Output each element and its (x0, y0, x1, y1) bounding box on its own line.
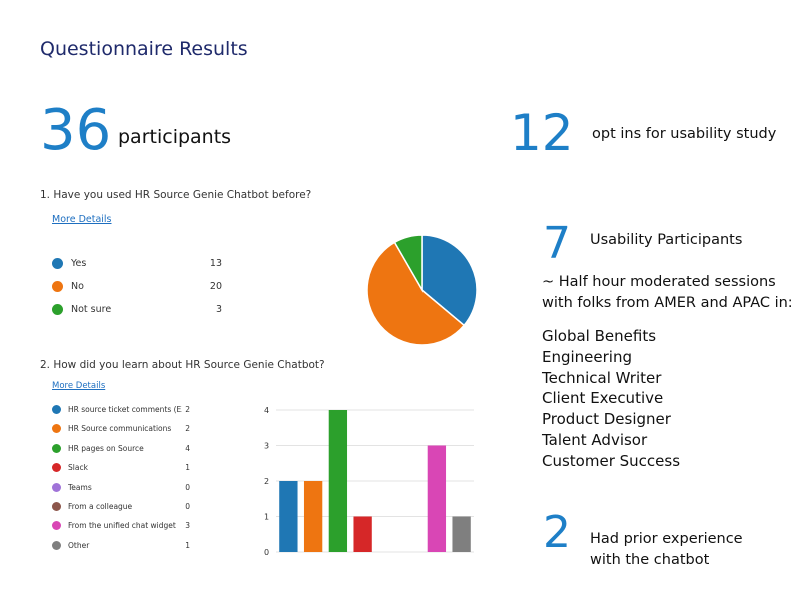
legend-value: 20 (209, 281, 222, 292)
role-item: Client Executive (542, 389, 664, 408)
question-2-title: 2. How did you learn about HR Source Gen… (40, 359, 325, 371)
legend-label: No (71, 281, 84, 292)
prior-line-1: Had prior experience (590, 531, 743, 547)
opt-ins-count: 12 (510, 104, 574, 162)
participants-count: 36 (40, 98, 112, 163)
q2-legend-item: Other 1 (52, 540, 190, 550)
legend-swatch (52, 463, 61, 473)
bar-6 (427, 445, 447, 552)
participants-label: participants (118, 126, 232, 148)
opt-ins-label: opt ins for usability study (592, 126, 777, 142)
legend-swatch (52, 540, 61, 550)
legend-swatch (52, 258, 63, 269)
legend-label: From the unified chat widget (68, 521, 176, 531)
bar-0 (279, 481, 298, 552)
legend-label: Other (68, 540, 90, 550)
legend-label: Not sure (71, 304, 112, 315)
legend-swatch (52, 521, 61, 531)
q1-legend-item: Yes 13 (52, 258, 222, 269)
legend-swatch (52, 424, 61, 434)
legend-value: 4 (185, 443, 190, 453)
roles-list: Global Benefits Engineering Technical Wr… (542, 326, 680, 472)
q2-legend-item: HR Source communications 2 (52, 424, 190, 434)
bar-1 (303, 481, 323, 552)
usability-count: 7 (543, 218, 571, 269)
y-tick-label: 2 (264, 477, 269, 486)
legend-swatch (52, 281, 63, 292)
q2-legend-item: HR pages on Source 4 (52, 443, 190, 453)
q2-bar-chart: 0 1 2 3 4 (264, 406, 474, 557)
q2-legend-item: Teams 0 (52, 482, 190, 492)
q2-legend-item: From a colleague 0 (52, 502, 190, 511)
legend-value: 3 (215, 304, 222, 315)
q2-legend-item: HR source ticket comments (EX: ...2 (52, 405, 190, 414)
legend-label: Yes (71, 258, 87, 269)
legend-label: HR pages on Source (68, 443, 144, 453)
legend-swatch (52, 482, 61, 492)
y-tick-label: 0 (264, 548, 269, 557)
pie-slice-yes (421, 234, 478, 327)
legend-label: Teams (68, 482, 92, 492)
bar-3 (353, 516, 372, 552)
q1-pie-chart (366, 234, 478, 346)
q1-more-details-link[interactable]: More Details (52, 214, 112, 225)
sessions-line-1: ~ Half hour moderated sessions (542, 274, 776, 290)
legend-label: HR Source communications (68, 424, 172, 434)
pie-slice-no (366, 241, 466, 346)
legend-label: HR source ticket comments (EX: ... (68, 405, 182, 414)
y-tick-label: 3 (264, 442, 269, 451)
legend-value: 1 (185, 463, 190, 473)
prior-line-2: with the chatbot (590, 552, 710, 568)
legend-value: 1 (185, 540, 190, 550)
legend-label: Slack (68, 463, 88, 473)
legend-swatch (52, 443, 61, 453)
role-item: Customer Success (542, 451, 681, 470)
q2-legend-item: Slack 1 (52, 463, 190, 473)
role-item: Talent Advisor (542, 430, 648, 449)
q1-legend-item: No 20 (52, 281, 222, 292)
legend-value: 13 (209, 258, 222, 269)
q2-more-details-link[interactable]: More Details (52, 381, 106, 391)
usability-label: Usability Participants (590, 232, 743, 248)
question-1-title: 1. Have you used HR Source Genie Chatbot… (40, 189, 312, 201)
role-item: Technical Writer (542, 368, 662, 387)
legend-value: 2 (185, 405, 190, 414)
role-item: Engineering (542, 347, 632, 366)
y-tick-label: 1 (264, 513, 269, 522)
legend-label: From a colleague (68, 502, 133, 511)
legend-swatch (52, 502, 61, 511)
legend-swatch (52, 405, 61, 414)
legend-value: 2 (185, 424, 190, 434)
role-item: Product Designer (542, 410, 671, 429)
legend-value: 0 (185, 502, 190, 511)
legend-value: 3 (185, 521, 190, 531)
q2-legend-item: From the unified chat widget 3 (52, 521, 190, 531)
prior-count: 2 (543, 507, 571, 558)
legend-value: 0 (185, 482, 190, 492)
y-tick-label: 4 (264, 406, 269, 415)
pie-slice-not-sure (393, 234, 423, 293)
bar-7 (452, 516, 471, 552)
role-item: Global Benefits (542, 327, 657, 345)
bar-2 (328, 410, 348, 552)
sessions-line-2: with folks from AMER and APAC in: (542, 295, 793, 311)
page-title: Questionnaire Results (40, 38, 248, 60)
q1-legend-item: Not sure 3 (52, 304, 222, 315)
legend-swatch (52, 304, 63, 315)
